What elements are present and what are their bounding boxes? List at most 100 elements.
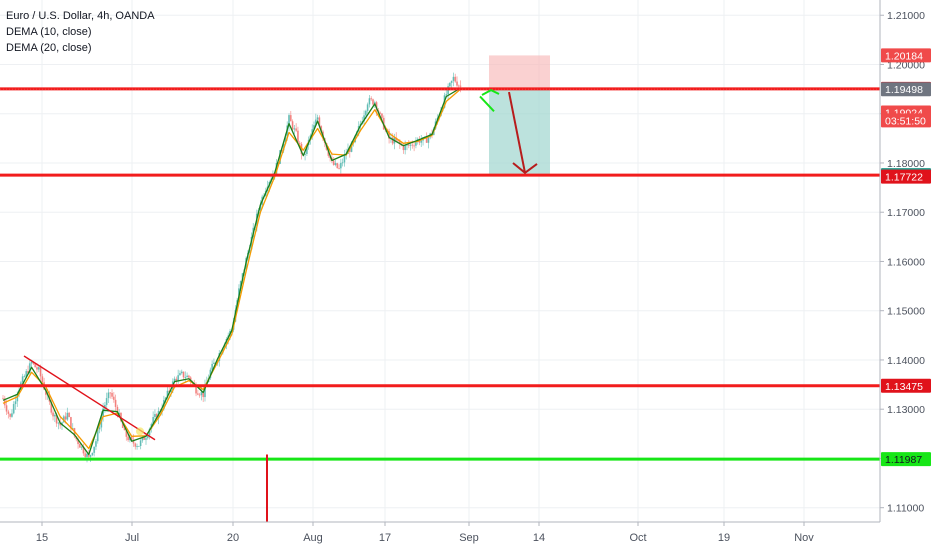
candle-body[interactable]: [148, 428, 151, 436]
red-arrow-head[interactable]: [512, 162, 538, 175]
candle-body[interactable]: [53, 414, 56, 417]
candle-body[interactable]: [16, 393, 19, 402]
candle-body[interactable]: [173, 378, 176, 382]
legend-symbol[interactable]: Euro / U.S. Dollar, 4h, OANDA: [6, 10, 155, 22]
candle-body[interactable]: [145, 438, 147, 440]
candle-body[interactable]: [404, 145, 407, 151]
candle-body[interactable]: [313, 125, 315, 130]
candle-body[interactable]: [348, 149, 351, 152]
candle-body[interactable]: [188, 375, 190, 378]
candle-body[interactable]: [164, 397, 167, 401]
price-badge[interactable]: [881, 452, 931, 467]
candle-body[interactable]: [7, 411, 10, 414]
candle-body[interactable]: [409, 144, 412, 146]
candle-body[interactable]: [316, 117, 319, 120]
candle-body[interactable]: [66, 412, 69, 420]
candle-body[interactable]: [12, 404, 15, 414]
candle-body[interactable]: [78, 444, 81, 448]
candle-body[interactable]: [175, 378, 178, 382]
red-arrow-down[interactable]: [508, 91, 526, 174]
candle-body[interactable]: [320, 126, 323, 132]
candle-body[interactable]: [177, 375, 180, 382]
price-badge[interactable]: [881, 113, 931, 128]
candle-body[interactable]: [456, 81, 458, 86]
candle-body[interactable]: [143, 436, 146, 440]
candle-body[interactable]: [98, 427, 101, 430]
candle-body[interactable]: [184, 377, 187, 378]
candle-body[interactable]: [141, 436, 144, 441]
candle-body[interactable]: [5, 405, 8, 412]
legend-indicator-dema20[interactable]: DEMA (20, close): [6, 42, 92, 54]
candle-body[interactable]: [166, 390, 169, 398]
candle-body[interactable]: [350, 142, 353, 152]
candle-body[interactable]: [70, 417, 72, 429]
candle-body[interactable]: [411, 144, 414, 146]
candle-body[interactable]: [297, 130, 299, 143]
candle-body[interactable]: [291, 121, 294, 130]
green-arrow-up[interactable]: [479, 95, 495, 112]
candle-body[interactable]: [364, 110, 367, 116]
candle-body[interactable]: [179, 373, 181, 376]
candle-body[interactable]: [116, 406, 119, 415]
candle-body[interactable]: [120, 412, 122, 422]
candle-body[interactable]: [200, 391, 203, 396]
candle-body[interactable]: [127, 436, 130, 441]
candle-body[interactable]: [96, 429, 99, 442]
dema10-line[interactable]: [2, 87, 461, 456]
candle-body[interactable]: [195, 385, 197, 394]
green-arrow-head[interactable]: [481, 88, 500, 96]
position-stop-zone[interactable]: [489, 55, 550, 89]
candle-body[interactable]: [36, 367, 38, 370]
candle-body[interactable]: [280, 150, 283, 151]
candle-body[interactable]: [30, 362, 33, 364]
candle-body[interactable]: [288, 115, 290, 126]
candle-body[interactable]: [80, 446, 83, 448]
candle-body[interactable]: [248, 249, 251, 253]
candle-body[interactable]: [375, 102, 378, 111]
candle-body[interactable]: [109, 392, 112, 394]
candle-body[interactable]: [450, 80, 453, 83]
candle-body[interactable]: [112, 396, 115, 400]
candle-body[interactable]: [379, 112, 382, 114]
legend-indicator-dema10[interactable]: DEMA (10, close): [6, 26, 92, 38]
candle-body[interactable]: [259, 204, 262, 211]
candle-body[interactable]: [111, 392, 113, 397]
candle-body[interactable]: [221, 348, 224, 353]
candle-body[interactable]: [91, 452, 94, 456]
candle-body[interactable]: [311, 129, 314, 136]
candle-body[interactable]: [52, 412, 54, 417]
candle-body[interactable]: [137, 445, 140, 447]
candle-body[interactable]: [332, 160, 335, 165]
candle-body[interactable]: [304, 153, 306, 155]
trendline[interactable]: [23, 355, 156, 441]
candle-body[interactable]: [155, 414, 158, 419]
candle-body[interactable]: [366, 104, 369, 111]
candle-body[interactable]: [103, 404, 106, 409]
candle-body[interactable]: [28, 363, 31, 374]
price-badge[interactable]: [881, 48, 931, 63]
candle-body[interactable]: [45, 389, 47, 395]
candle-body[interactable]: [132, 439, 135, 444]
candle-body[interactable]: [86, 453, 88, 457]
candle-body[interactable]: [305, 144, 308, 154]
candle-body[interactable]: [27, 371, 29, 374]
candle-body[interactable]: [343, 155, 346, 163]
candle-body[interactable]: [134, 443, 137, 447]
candle-body[interactable]: [39, 367, 42, 377]
candle-body[interactable]: [402, 145, 405, 151]
candle-body[interactable]: [338, 168, 340, 169]
candle-body[interactable]: [118, 412, 121, 415]
price-badge[interactable]: [881, 82, 931, 97]
candle-body[interactable]: [381, 113, 383, 118]
candle-body[interactable]: [218, 353, 221, 361]
candle-body[interactable]: [336, 163, 339, 169]
candle-body[interactable]: [445, 94, 448, 96]
candle-body[interactable]: [391, 137, 394, 144]
candle-body[interactable]: [71, 428, 74, 429]
candle-body[interactable]: [41, 376, 44, 383]
candle-body[interactable]: [50, 401, 53, 413]
candle-body[interactable]: [180, 371, 183, 374]
candle-body[interactable]: [125, 430, 128, 437]
